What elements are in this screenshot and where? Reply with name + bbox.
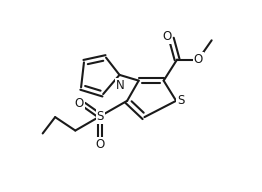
Text: N: N [116, 79, 125, 92]
Text: S: S [97, 110, 104, 123]
Text: S: S [177, 94, 185, 107]
Text: O: O [74, 97, 84, 110]
Text: O: O [194, 53, 203, 66]
Text: O: O [162, 30, 171, 43]
Text: O: O [96, 137, 105, 151]
